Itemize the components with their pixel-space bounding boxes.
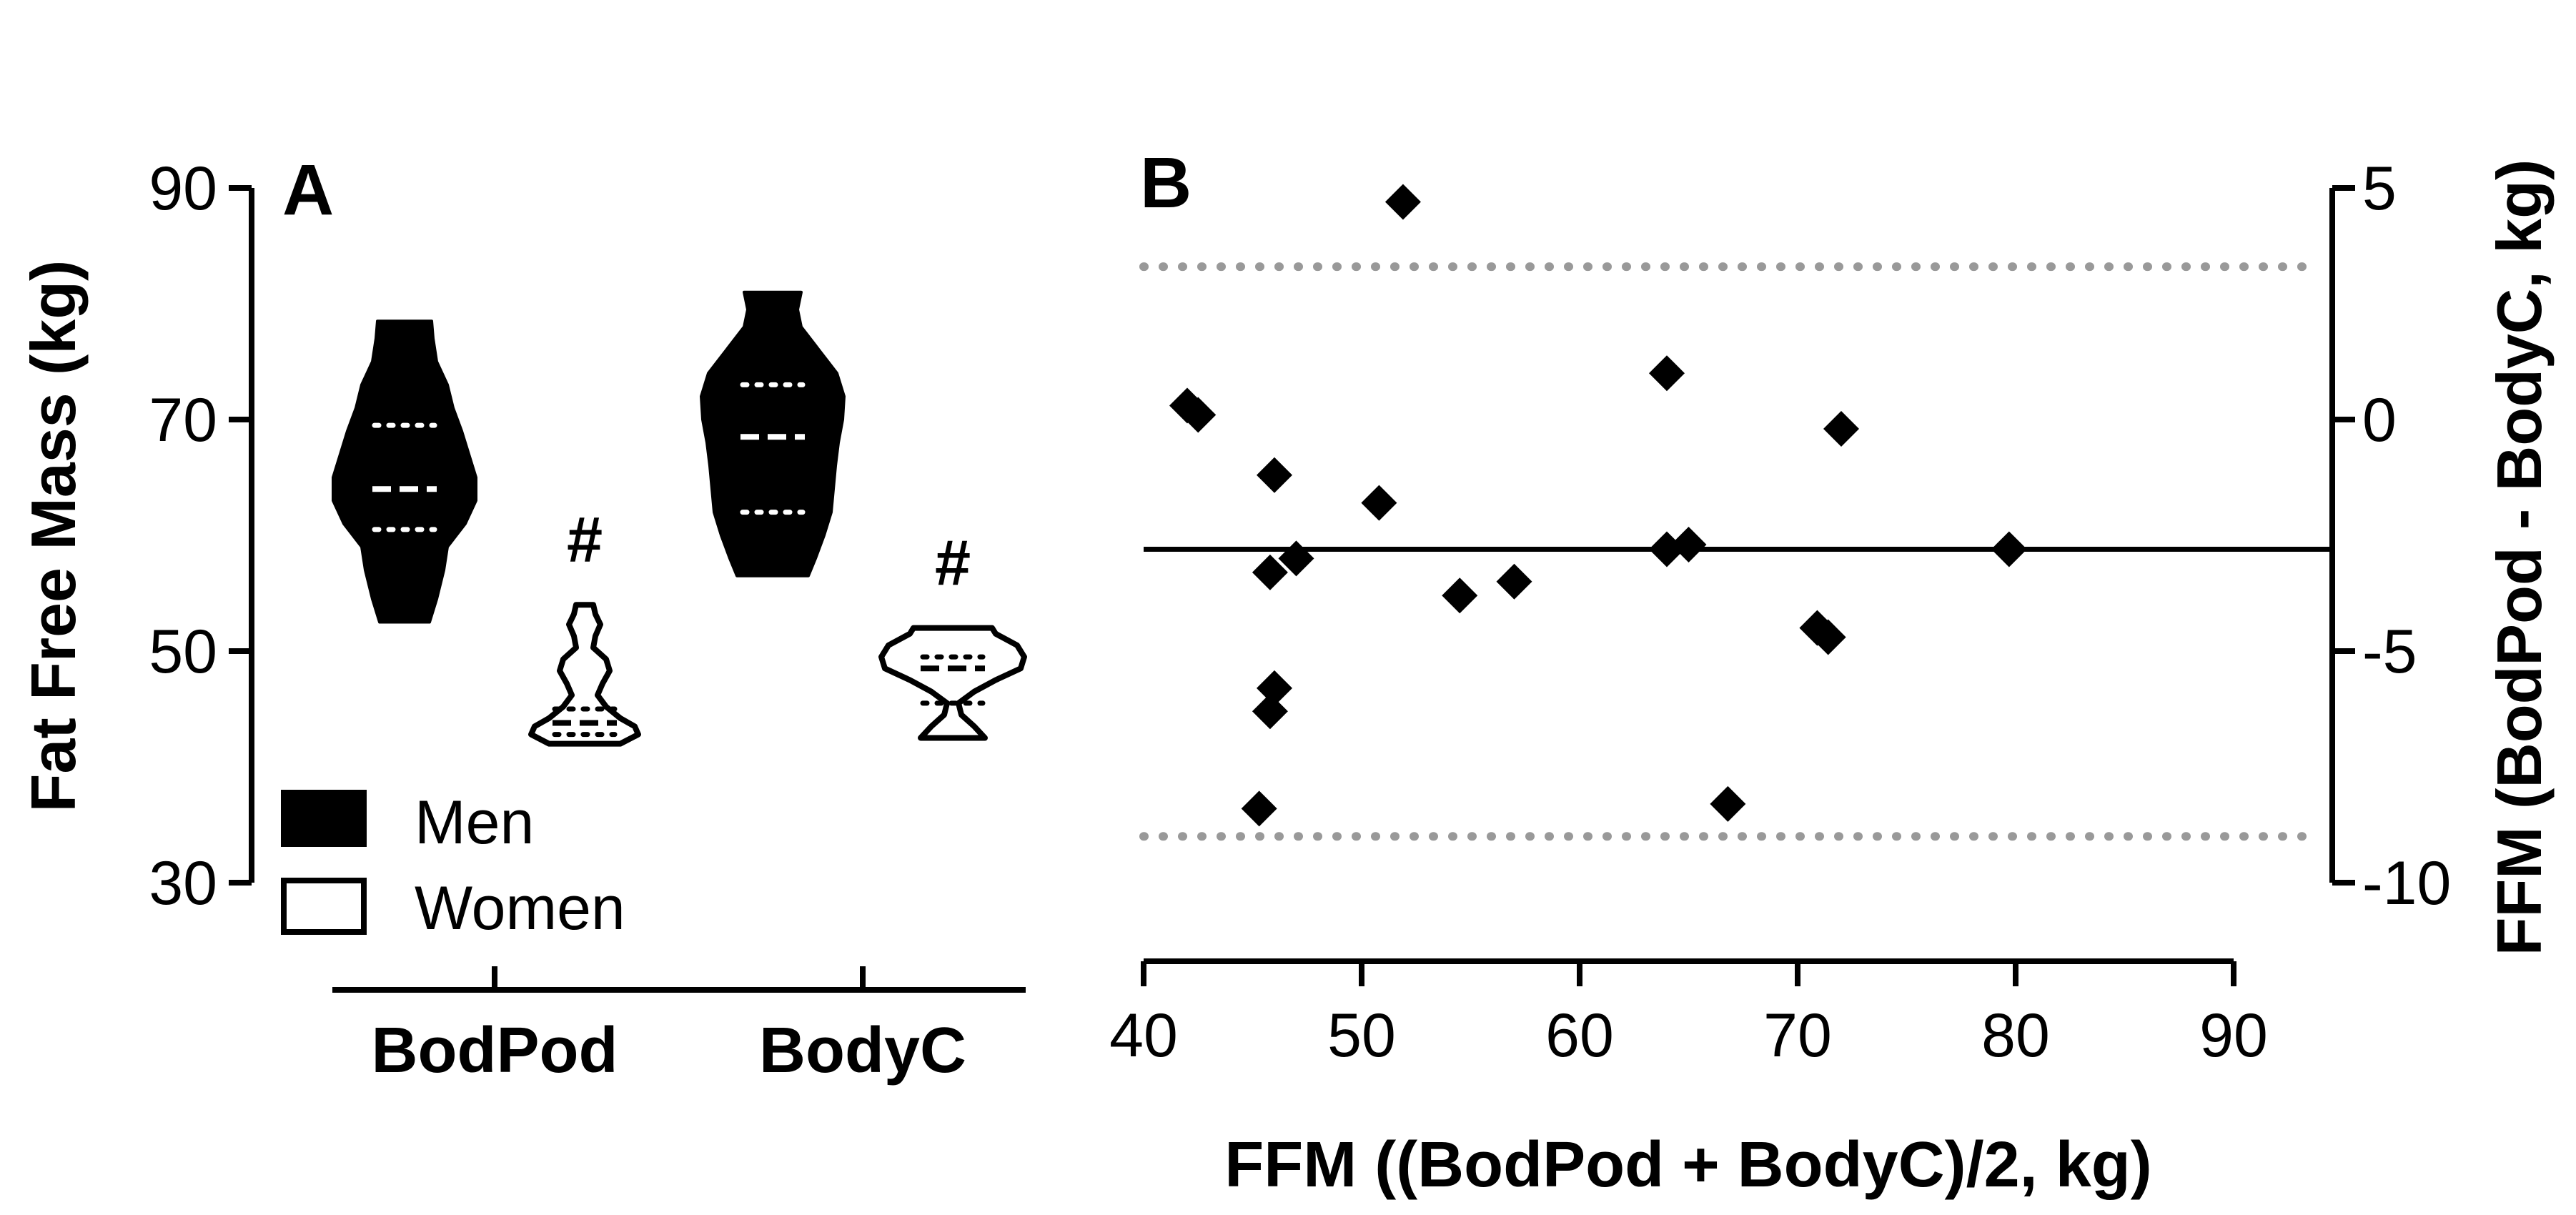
panel-a: A 30 50 70 90 Fat Free Mass (kg) BodPod Body… (18, 150, 1027, 1086)
legend: Men Women (281, 788, 625, 943)
panel-a-letter: A (282, 150, 334, 230)
x-tick-label: 70 (1763, 1001, 1832, 1070)
scatter-point (1257, 457, 1292, 493)
scatter-point (1670, 526, 1707, 562)
y-tick-label: 50 (149, 618, 217, 686)
panel-b-x-ticks: 40 50 60 70 80 90 (1109, 961, 2268, 1070)
panel-b-y-ticks: -10 -5 0 5 (2332, 154, 2451, 918)
scatter-point (1257, 670, 1292, 706)
legend-label-men: Men (415, 788, 534, 857)
y-tick-label: -5 (2362, 618, 2417, 686)
scatter-point (1180, 397, 1217, 433)
scatter-point (1649, 355, 1685, 392)
legend-swatch-women (281, 878, 367, 935)
y-tick-label: 5 (2362, 154, 2397, 223)
x-tick-label: BodPod (372, 1015, 618, 1086)
scatter-point (1991, 531, 2027, 567)
panel-a-significance-markers: # # (567, 505, 971, 599)
scatter-point (1252, 554, 1288, 590)
panel-b-points (1169, 184, 2027, 827)
scatter-point (1252, 693, 1288, 730)
scatter-point (1710, 785, 1746, 822)
violin-men-bodyc (700, 290, 846, 577)
significance-marker: # (567, 505, 603, 576)
scatter-point (1241, 790, 1277, 827)
scatter-point (1278, 540, 1314, 577)
violin-women-bodyc (878, 625, 1027, 741)
scatter-point (1810, 619, 1846, 655)
legend-label-women: Women (415, 874, 625, 943)
scatter-point (1496, 563, 1532, 600)
x-tick-label: BodyC (759, 1015, 966, 1086)
scatter-point (1442, 577, 1478, 614)
violin-men-bodpod (332, 319, 477, 624)
panel-a-y-label: Fat Free Mass (kg) (18, 260, 89, 813)
x-tick-label: 50 (1327, 1001, 1396, 1070)
panel-b-letter: B (1140, 143, 1192, 223)
y-tick-label: -10 (2362, 849, 2451, 918)
y-tick-label: 0 (2362, 386, 2397, 455)
panel-a-y-ticks: 30 50 70 90 (149, 154, 252, 918)
y-tick-label: 70 (149, 386, 217, 455)
panel-b-y-label: FFM (BodPod - BodyC, kg) (2484, 159, 2555, 956)
panel-b: B 40 50 60 70 80 90 -10 -5 0 5 FFM ((BodPod + Bo… (1109, 143, 2555, 1201)
y-tick-label: 90 (149, 154, 217, 223)
panel-b-reference-lines (1139, 262, 2332, 841)
panel-a-violins (332, 290, 1027, 747)
x-tick-label: 60 (1545, 1001, 1614, 1070)
scatter-point (1384, 184, 1421, 220)
significance-marker: # (935, 528, 971, 600)
scatter-point (1361, 485, 1397, 521)
panel-a-x-ticks: BodPod BodyC (372, 966, 966, 1086)
x-tick-label: 40 (1109, 1001, 1178, 1070)
x-tick-label: 90 (2199, 1001, 2268, 1070)
legend-swatch-men (281, 790, 367, 847)
y-tick-label: 30 (149, 849, 217, 918)
scatter-point (1823, 410, 1859, 447)
panel-b-x-label: FFM ((BodPod + BodyC)/2, kg) (1224, 1129, 2151, 1201)
x-tick-label: 80 (1981, 1001, 2050, 1070)
